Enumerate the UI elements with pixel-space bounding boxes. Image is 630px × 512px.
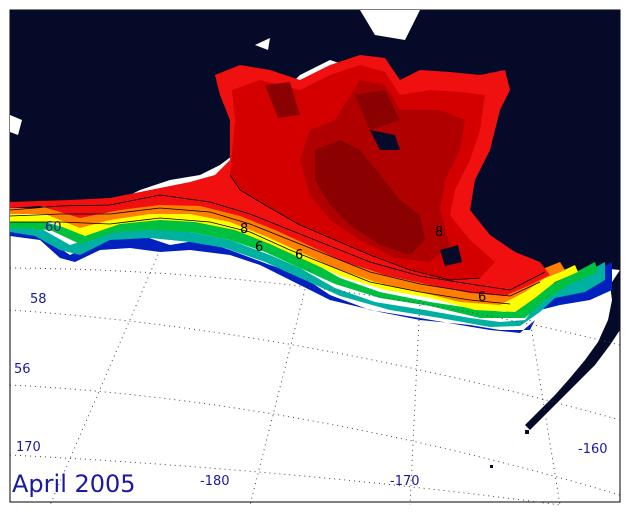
contour-label: 6 [255, 240, 264, 255]
contour-label: 8 [435, 225, 444, 240]
contour-label: 6 [295, 248, 304, 263]
contour-label: 8 [240, 222, 249, 237]
band-darkest-red-patch [265, 82, 300, 118]
island [370, 130, 400, 150]
land-speck [490, 465, 493, 468]
longitude-label-minus170: -170 [390, 474, 420, 489]
ice-patch [255, 38, 270, 50]
ice-patch [360, 10, 420, 40]
longitude-label-minus160: -160 [578, 442, 608, 457]
ice-patch [10, 115, 22, 135]
latitude-label-58: 58 [30, 292, 47, 307]
contour-label: 6 [478, 290, 487, 305]
island [440, 245, 462, 266]
latitude-label-56: 56 [14, 362, 31, 377]
longitude-label-170: 170 [16, 440, 41, 455]
band-darkest-red-patch [355, 90, 400, 130]
land-speck [525, 430, 529, 434]
band-darkest-red [315, 140, 425, 255]
band-dark-red [300, 80, 465, 262]
map-caption: April 2005 [12, 470, 136, 498]
longitude-label-minus180: -180 [200, 474, 230, 489]
band-yellow [10, 205, 578, 312]
island [200, 78, 212, 92]
latitude-label-60: 60 [45, 220, 62, 235]
band-green [10, 216, 598, 318]
graticule [9, 249, 621, 506]
band-cyan [10, 224, 605, 327]
contour-lines [9, 174, 546, 305]
